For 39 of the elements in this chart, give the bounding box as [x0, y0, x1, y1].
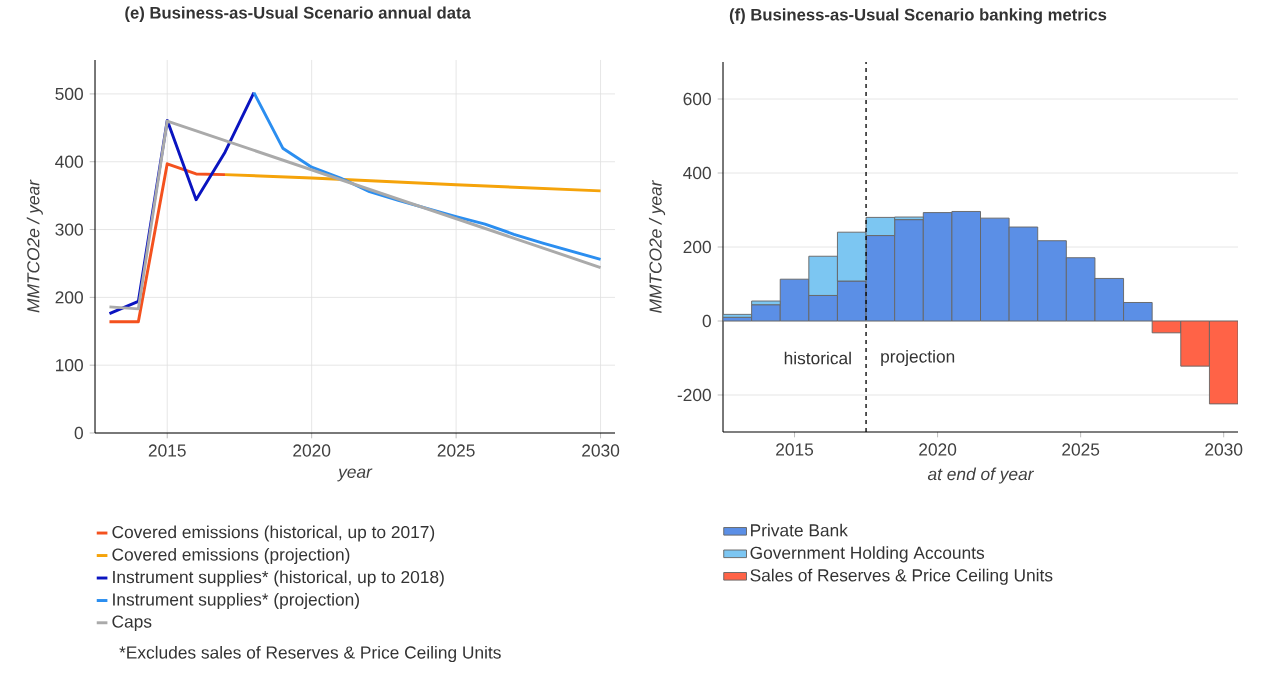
- line-series: [107, 162, 227, 324]
- x-tick-label: 2030: [1205, 443, 1243, 456]
- chart-title: (e) Business-as-Usual Scenario annual data: [125, 6, 471, 22]
- y-tick-label: 400: [55, 155, 83, 168]
- y-tick-label: 100: [56, 359, 83, 372]
- y-axis-title: MMTCO2e / year: [648, 179, 666, 313]
- y-tick-label: 300: [55, 223, 83, 236]
- legend-label: Caps: [112, 615, 152, 632]
- x-tick-label: 2015: [148, 444, 186, 457]
- x-tick-label: 2025: [437, 444, 475, 457]
- legend-label: Sales of Reserves & Price Ceiling Units: [750, 568, 1053, 585]
- x-axis-title: at end of year: [927, 467, 1035, 484]
- y-tick-label: 500: [55, 87, 83, 101]
- y-tick-label: 200: [683, 240, 711, 254]
- y-tick-label: 0: [702, 314, 711, 328]
- line-series: [223, 173, 603, 193]
- legend-label: Instrument supplies* (historical, up to 2018): [113, 570, 444, 587]
- y-axis-title: MMTCO2e / year: [26, 179, 43, 313]
- annotation: historical: [784, 351, 851, 365]
- y-tick-label: 400: [683, 166, 711, 180]
- legend-label: Covered emissions (projection): [112, 547, 350, 565]
- text: *Excludes sales of Reserves & Price Ceiling Units: [119, 645, 501, 663]
- x-tick-label: 2020: [293, 444, 331, 457]
- y-tick-label: 600: [683, 92, 711, 106]
- x-tick-label: 2015: [776, 443, 814, 456]
- annotation: projection: [881, 349, 955, 367]
- x-tick-label: 2020: [919, 443, 957, 456]
- line-series: [107, 119, 603, 311]
- x-axis-title: year: [337, 468, 373, 482]
- legend-label: Government Holding Accounts: [750, 546, 985, 563]
- legend-label: Instrument supplies* (projection): [113, 592, 359, 610]
- chart-title: (f) Business-as-Usual Scenario banking metrics: [729, 8, 1107, 24]
- y-tick-label: 0: [74, 426, 83, 440]
- y-tick-label: -200: [677, 388, 711, 402]
- legend-label: Covered emissions (historical, up to 2017): [112, 525, 435, 542]
- legend-label: Private Bank: [751, 523, 848, 537]
- x-tick-label: 2025: [1062, 443, 1100, 456]
- y-tick-label: 200: [55, 291, 83, 304]
- x-tick-label: 2030: [582, 444, 620, 457]
